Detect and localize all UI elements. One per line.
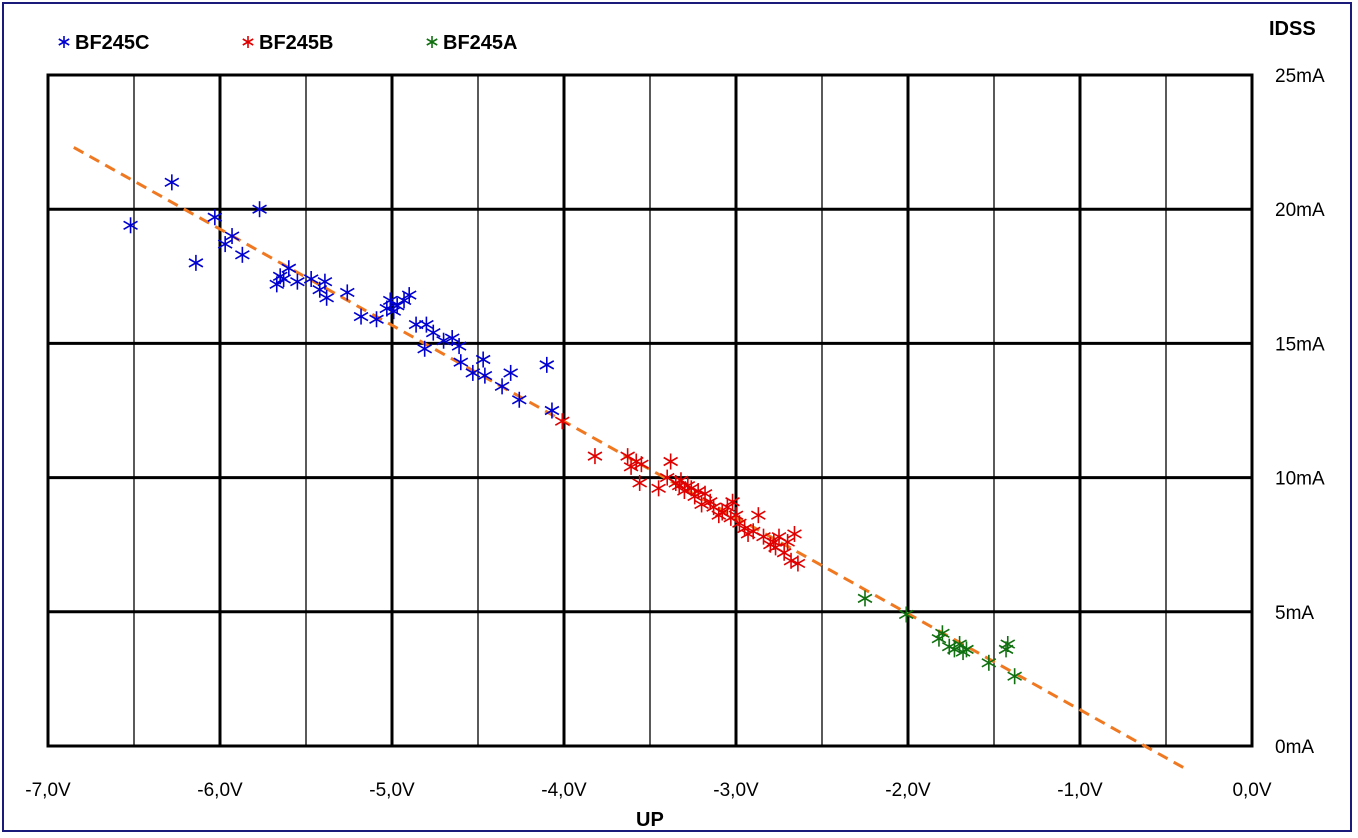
data-point (687, 488, 703, 505)
y-tick-label: 25mA (1275, 66, 1325, 87)
series-bf245b (554, 413, 806, 572)
data-point (453, 354, 469, 371)
y-tick-label: 10mA (1275, 469, 1325, 490)
data-point (931, 630, 947, 647)
data-point (790, 555, 806, 572)
x-tick-label: 0,0V (1232, 780, 1271, 801)
data-point (780, 534, 795, 551)
data-point (290, 273, 305, 290)
legend-marker-bf245a (426, 36, 438, 48)
data-point (898, 606, 914, 623)
x-axis-ticks: -7,0V -6,0V -5,0V -4,0V -3,0V -2,0V -1,0V 0,0V (25, 780, 1272, 801)
data-points (123, 174, 1022, 685)
legend-marker-bf245b (242, 36, 254, 48)
data-point (737, 520, 752, 537)
data-point (444, 330, 460, 347)
x-tick-label: -1,0V (1057, 780, 1103, 801)
data-point (419, 316, 434, 333)
data-point (389, 297, 405, 314)
data-point (503, 364, 519, 381)
data-point (477, 367, 493, 384)
grid (48, 75, 1252, 746)
data-point (634, 456, 649, 473)
x-tick-label: -7,0V (25, 780, 71, 801)
y-tick-label: 20mA (1275, 200, 1325, 221)
data-point (382, 292, 398, 309)
data-point (1007, 668, 1022, 685)
data-point (783, 552, 799, 569)
data-point (451, 338, 467, 355)
data-point (339, 284, 355, 301)
x-tick-label: -2,0V (885, 780, 931, 801)
data-point (587, 448, 603, 465)
data-point (188, 254, 204, 271)
x-axis-title: UP (636, 809, 664, 831)
data-point (252, 201, 267, 218)
legend: BF245C BF245B BF245A (58, 32, 517, 54)
data-point (998, 641, 1014, 658)
legend-label-bf245b: BF245B (259, 32, 333, 54)
data-point (787, 525, 802, 542)
data-point (651, 480, 666, 497)
data-point (725, 493, 740, 510)
data-point (663, 453, 678, 470)
data-point (1000, 636, 1016, 653)
data-point (475, 351, 491, 368)
data-point (494, 378, 510, 395)
data-point (401, 287, 417, 304)
x-tick-label: -4,0V (541, 780, 587, 801)
legend-label-bf245a: BF245A (443, 32, 517, 54)
data-point (539, 356, 555, 373)
x-tick-label: -3,0V (713, 780, 759, 801)
data-point (632, 474, 648, 491)
data-point (353, 308, 369, 325)
data-point (417, 340, 433, 357)
data-point (276, 270, 291, 287)
data-point (702, 493, 718, 510)
y-axis-ticks: 0mA 5mA 10mA 15mA 20mA 25mA (1275, 66, 1325, 758)
y-tick-label: 15mA (1275, 334, 1325, 355)
data-point (303, 270, 319, 287)
data-point (425, 324, 441, 341)
data-point (123, 217, 138, 234)
data-point (317, 273, 333, 290)
data-point (511, 391, 527, 408)
data-point (224, 228, 240, 245)
data-point (369, 311, 384, 328)
data-point (857, 590, 873, 607)
data-point (935, 625, 950, 642)
x-tick-label: -6,0V (197, 780, 243, 801)
data-point (207, 209, 223, 226)
data-point (436, 332, 451, 349)
series-bf245a (857, 590, 1022, 685)
data-point (694, 496, 709, 513)
x-tick-label: -5,0V (369, 780, 415, 801)
y-axis-title: IDSS (1269, 18, 1316, 40)
data-point (235, 246, 250, 263)
legend-marker-bf245c (58, 36, 70, 48)
legend-label-bf245c: BF245C (75, 32, 149, 54)
data-point (544, 402, 560, 419)
plot-border (46, 73, 1254, 748)
series-bf245c (123, 174, 560, 419)
data-point (981, 654, 997, 671)
data-point (959, 641, 974, 658)
data-point (386, 303, 402, 320)
data-point (319, 289, 334, 306)
data-point (465, 364, 481, 381)
y-tick-label: 0mA (1275, 737, 1314, 758)
data-point (751, 507, 766, 524)
data-point (673, 472, 689, 489)
scatter-chart: -7,0V -6,0V -5,0V -4,0V -3,0V -2,0V -1,0V 0,0V … (25, 18, 1325, 831)
data-point (217, 236, 233, 253)
data-point (554, 413, 570, 430)
data-point (690, 483, 706, 500)
y-tick-label: 5mA (1275, 603, 1314, 624)
data-point (776, 544, 792, 561)
data-point (281, 260, 297, 277)
data-point (164, 174, 180, 191)
